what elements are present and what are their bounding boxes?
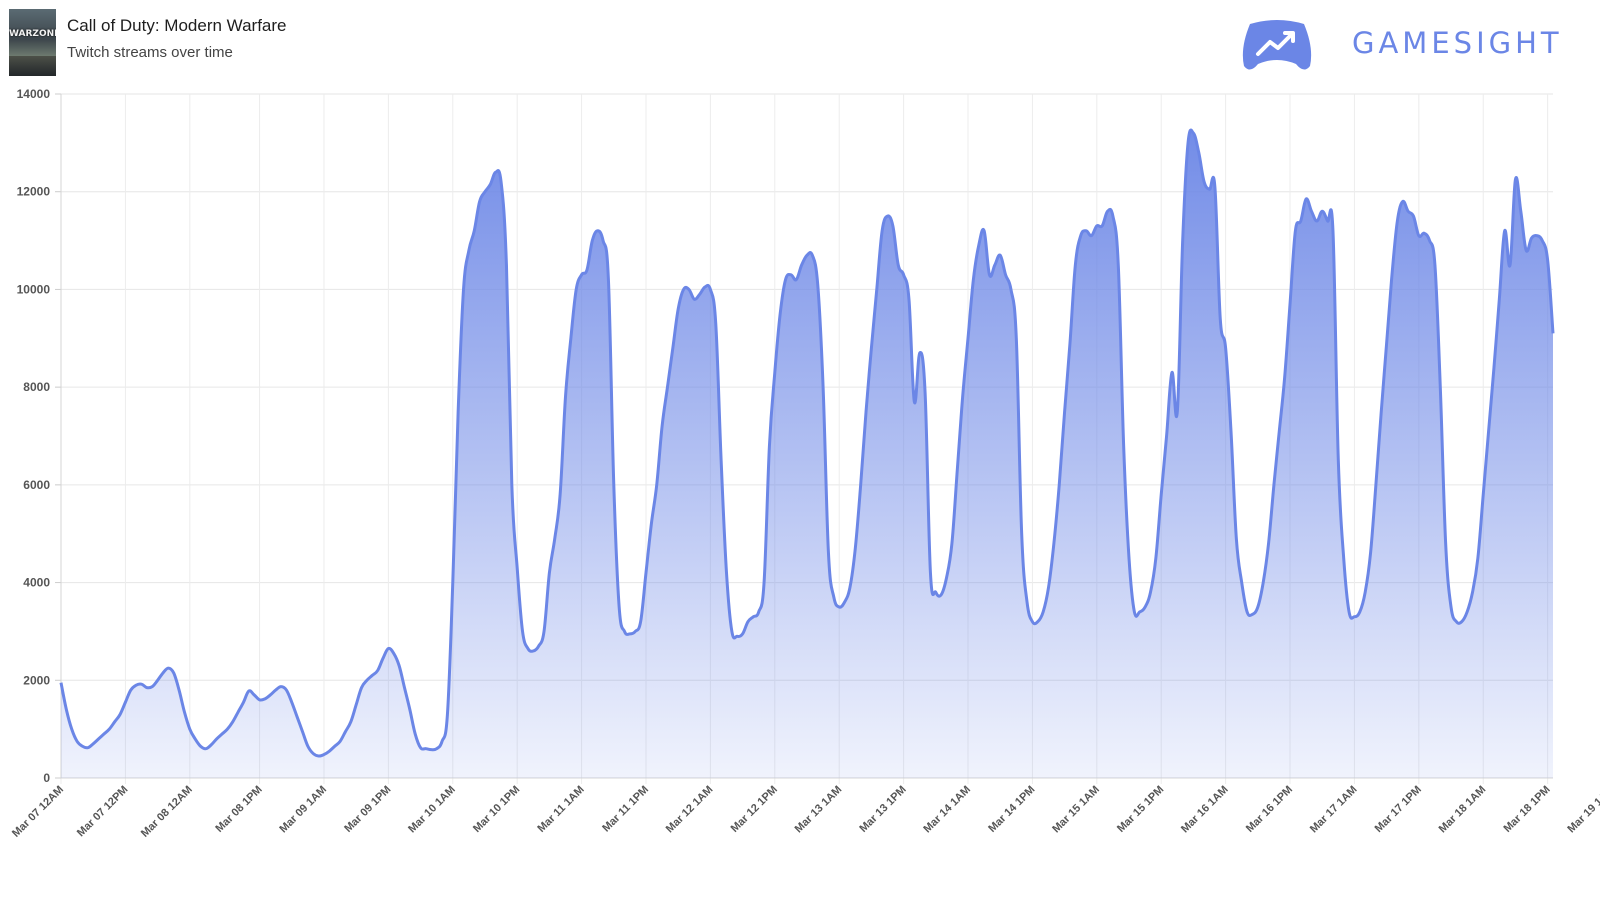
streams-area-chart: 0 2000 4000 6000 8000 10000 12000 14000 Mar 07 …: [10, 87, 1600, 840]
x-tick-label: Mar 08 1PM: [213, 784, 264, 835]
y-tick-label: 12000: [17, 185, 51, 199]
x-tick-label: Mar 11 1PM: [600, 784, 651, 835]
x-tick-label: Mar 15 1PM: [1115, 784, 1166, 835]
brand-logo[interactable]: GAMESIGHT: [1240, 16, 1560, 72]
x-tick-label: Mar 15 1AM: [1050, 784, 1102, 836]
x-tick-label: Mar 17 1AM: [1308, 784, 1360, 836]
chart-subtitle: Twitch streams over time: [67, 44, 233, 61]
x-tick-label: Mar 09 1PM: [342, 784, 393, 835]
x-tick-label: Mar 09 1AM: [277, 784, 329, 836]
x-tick-label: Mar 18 1PM: [1501, 784, 1552, 835]
y-tick-label: 10000: [17, 282, 51, 296]
x-tick-label: Mar 16 1AM: [1179, 784, 1231, 836]
brand-name: GAMESIGHT: [1352, 26, 1563, 60]
series-line: [59, 128, 1555, 758]
x-tick-label: Mar 14 1AM: [921, 784, 973, 836]
x-tick-label: Mar 08 12AM: [139, 784, 195, 840]
y-tick-label: 0: [43, 771, 50, 785]
y-tick-label: 4000: [23, 576, 50, 590]
x-tick-label: Mar 13 1AM: [793, 784, 845, 836]
y-tick-label: 2000: [23, 673, 50, 687]
x-tick-label: Mar 12 1AM: [664, 784, 716, 836]
series-area: [61, 130, 1553, 778]
y-axis-tick-labels: 0 2000 4000 6000 8000 10000 12000 14000: [17, 87, 51, 785]
x-tick-label: Mar 10 1AM: [406, 784, 458, 836]
x-tick-label: Mar 07 12AM: [10, 784, 66, 840]
gamepad-trend-icon: [1242, 20, 1312, 70]
game-title: Call of Duty: Modern Warfare: [67, 16, 287, 35]
game-cover-image: WARZONE: [9, 9, 56, 76]
x-tick-label: Mar 18 1AM: [1437, 784, 1489, 836]
x-tick-label: Mar 17 1PM: [1373, 784, 1424, 835]
game-cover-text: WARZONE: [9, 29, 56, 39]
x-tick-label: Mar 10 1PM: [471, 784, 522, 835]
x-tick-label: Mar 19 1AM: [1565, 784, 1600, 836]
y-tick-label: 6000: [23, 478, 50, 492]
x-tick-label: Mar 16 1PM: [1244, 784, 1295, 835]
x-tick-label: Mar 11 1AM: [535, 784, 586, 835]
x-axis-tick-labels: Mar 07 12AM Mar 07 12PM Mar 08 12AM Mar 08 …: [10, 784, 1600, 840]
x-tick-label: Mar 12 1PM: [729, 784, 780, 835]
x-tick-label: Mar 07 12PM: [75, 784, 131, 840]
y-tick-label: 14000: [17, 87, 51, 101]
x-tick-label: Mar 14 1PM: [986, 784, 1037, 835]
game-cover-ground: [9, 56, 56, 76]
x-tick-label: Mar 13 1PM: [857, 784, 908, 835]
y-tick-label: 8000: [23, 380, 50, 394]
